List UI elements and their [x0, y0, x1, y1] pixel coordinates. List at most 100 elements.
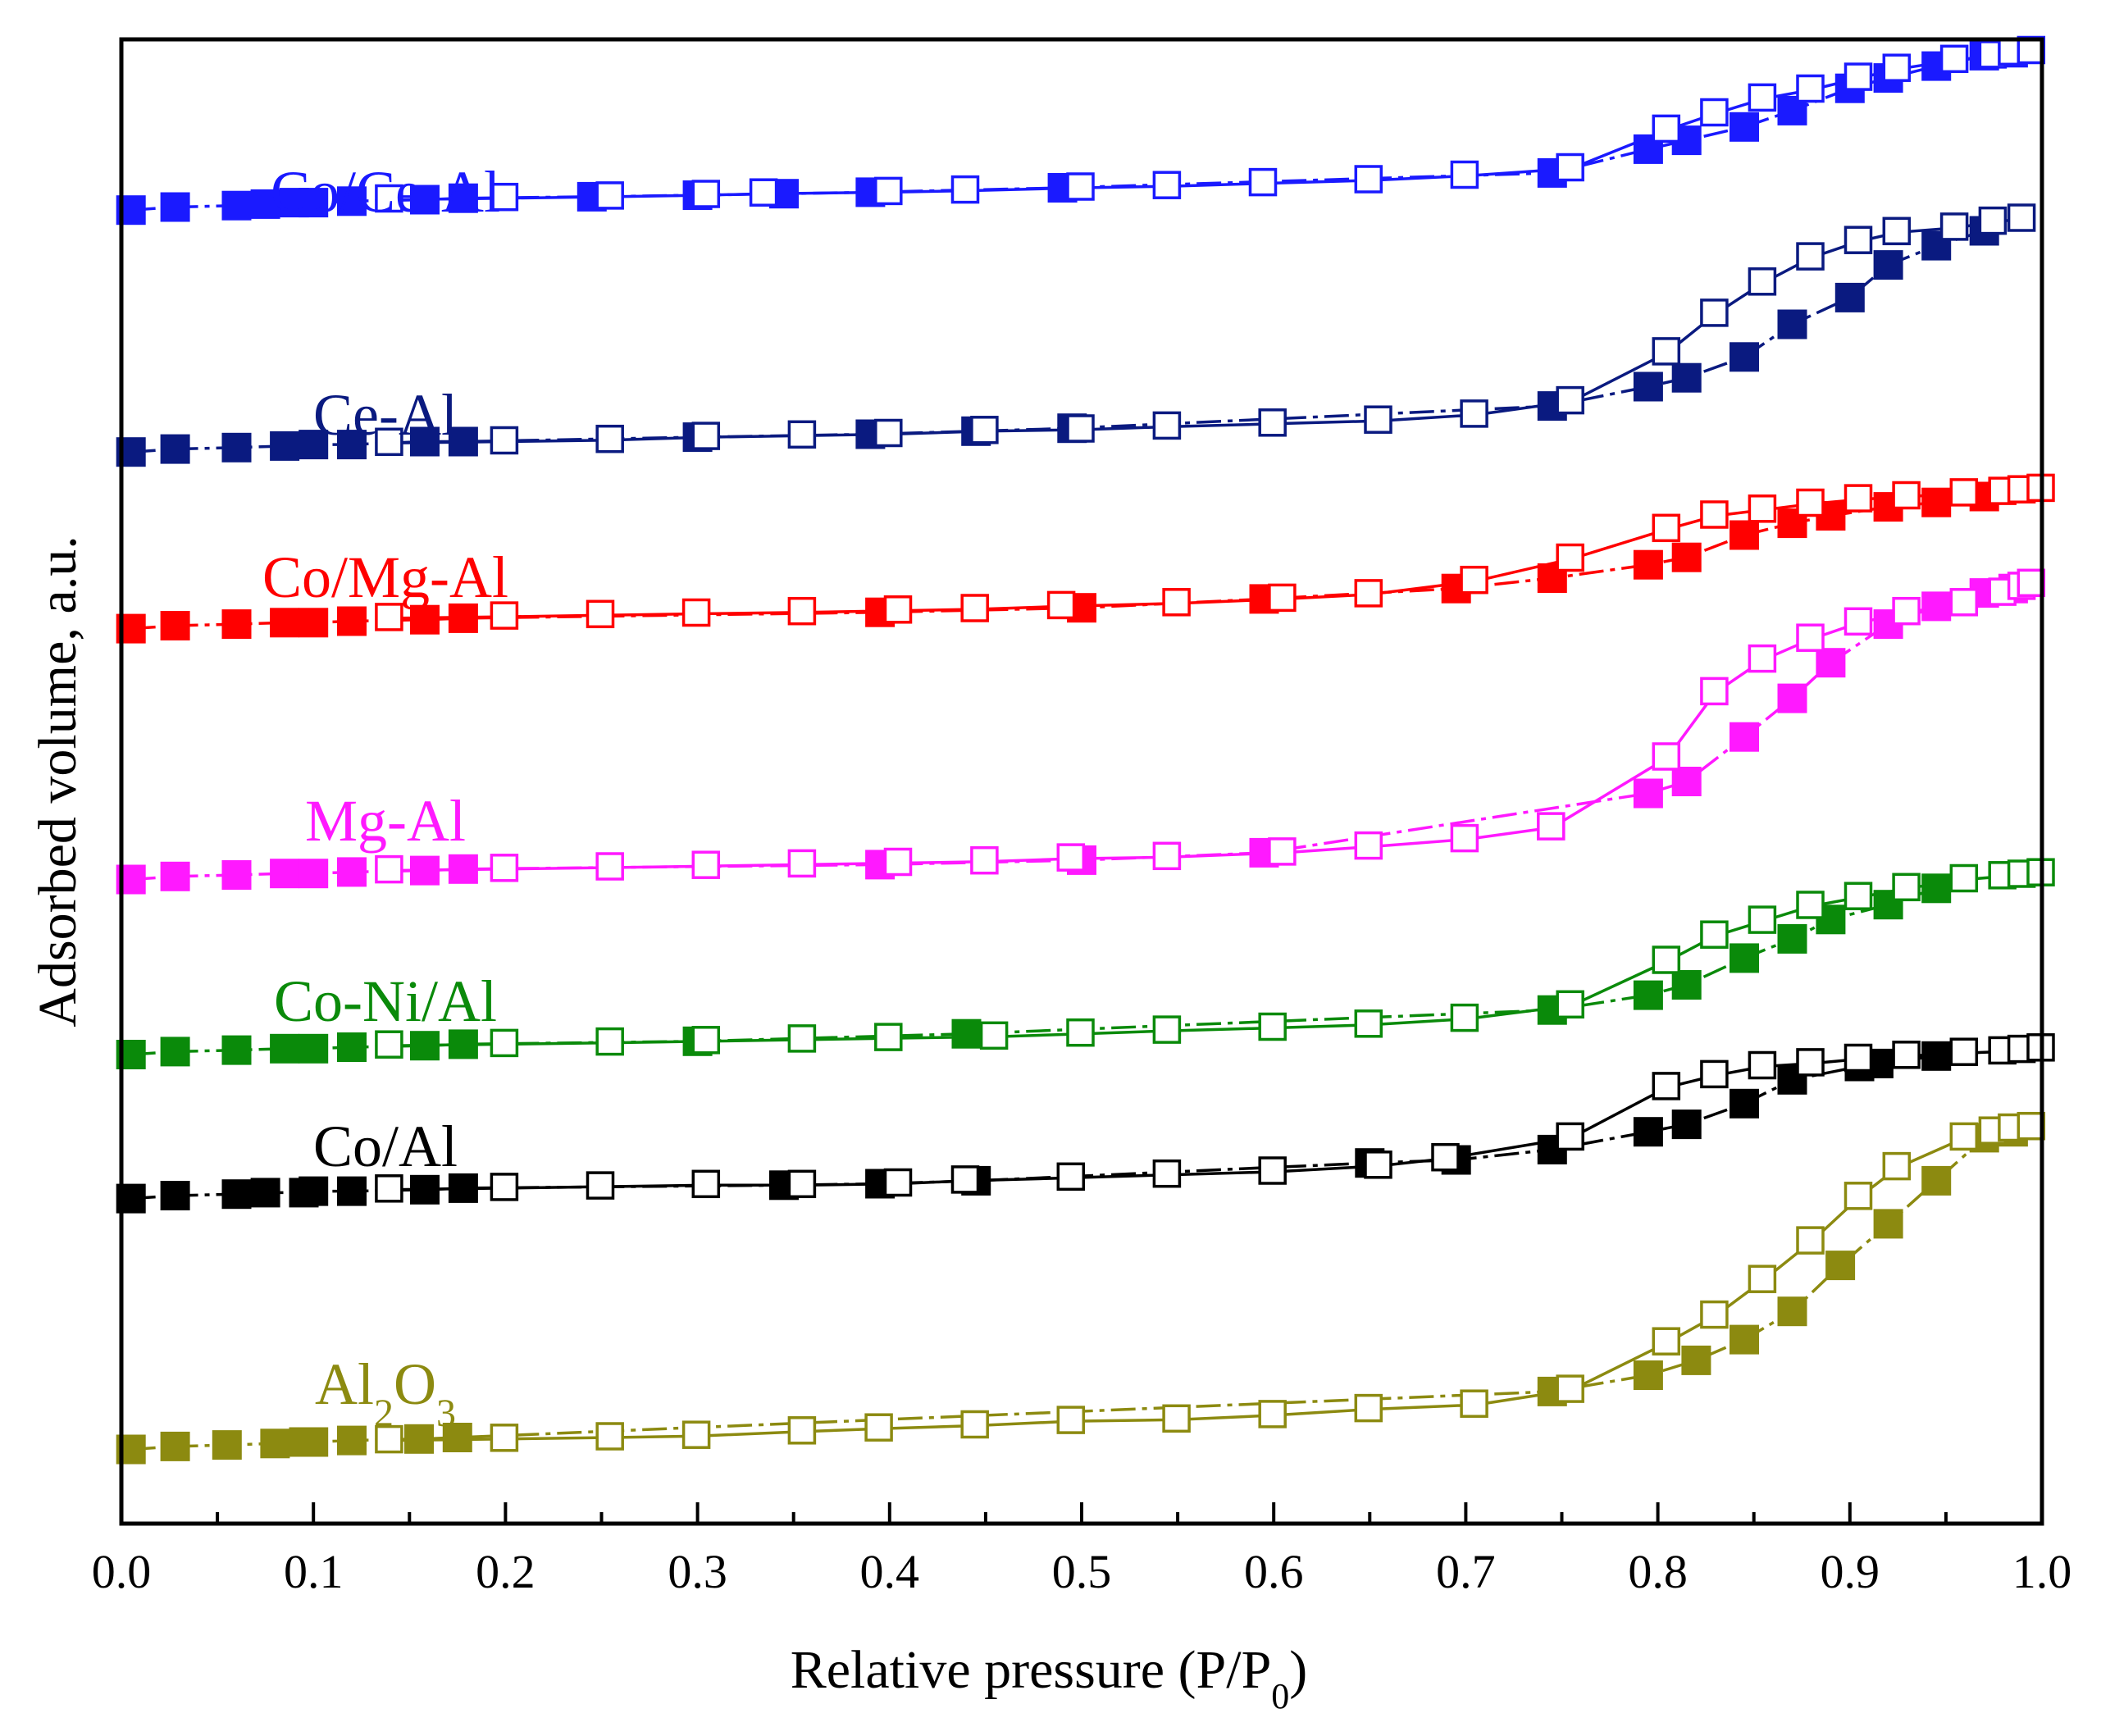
x-tick-label: 0.1 [284, 1545, 344, 1598]
desorption-point [874, 176, 903, 206]
desorption-point [595, 181, 624, 210]
desorption-point [1796, 1226, 1825, 1255]
adsorption-point [270, 608, 300, 638]
desorption-point [1844, 882, 1873, 910]
axes-layer: 0.0 0.1 0.2 0.3 0.4 0.5 0.6 0.7 0.8 0.9 1.0 Relativ… [28, 37, 2071, 1716]
adsorption-point [160, 1431, 190, 1461]
desorption-point [1056, 1162, 1086, 1192]
adsorption-point [337, 606, 367, 636]
desorption-point [787, 1416, 817, 1445]
series-5 [116, 1033, 2055, 1214]
adsorption-point [299, 859, 329, 889]
x-tick-label: 0.3 [668, 1545, 727, 1598]
desorption-point [586, 1171, 615, 1200]
desorption-point [1162, 588, 1191, 617]
adsorption-point [1730, 722, 1759, 752]
desorption-point [787, 1024, 817, 1053]
desorption-point [1652, 1327, 1681, 1356]
adsorption-point [1834, 282, 1865, 312]
desorption-point [1537, 812, 1565, 841]
adsorption-point [1633, 549, 1663, 580]
adsorption-point [1777, 683, 1807, 713]
desorption-point [1556, 1122, 1584, 1151]
desorption-point [691, 1169, 721, 1199]
adsorption-point [1730, 1088, 1759, 1119]
desorption-point [1844, 1182, 1873, 1210]
desorption-point [375, 603, 403, 631]
adsorption-point [160, 192, 190, 222]
adsorption-point [1873, 250, 1903, 280]
x-tick-label: 0.9 [1821, 1545, 1880, 1598]
adsorption-point [410, 426, 440, 457]
desorption-point [691, 180, 721, 208]
desorption-point [375, 854, 403, 884]
adsorption-point [250, 189, 280, 219]
desorption-point [375, 184, 403, 213]
desorption-point [1652, 513, 1681, 543]
desorption-point [1748, 1264, 1777, 1293]
desorption-point [1460, 1389, 1488, 1418]
desorption-point [490, 426, 519, 455]
desorption-point [787, 420, 817, 449]
desorption-point [1748, 267, 1777, 296]
desorption-point [1652, 1072, 1681, 1100]
adsorption-point [448, 426, 478, 457]
adsorption-point [337, 430, 367, 460]
desorption-point [1700, 1059, 1729, 1089]
desorption-point [1248, 167, 1278, 197]
adsorption-point [1921, 1041, 1952, 1071]
desorption-point [490, 1028, 519, 1058]
x-tick-label: 0.7 [1436, 1545, 1496, 1598]
desorption-point [1892, 481, 1921, 510]
desorption-point [1700, 298, 1729, 327]
series-6 [116, 1111, 2046, 1465]
desorption-point [490, 1424, 519, 1452]
adsorption-point [221, 190, 252, 221]
adsorption-point [160, 861, 190, 891]
desorption-point [681, 598, 711, 627]
adsorption-point [221, 1179, 252, 1210]
desorption-point [1258, 1012, 1287, 1041]
adsorption-point [221, 1035, 252, 1065]
desorption-point [586, 599, 615, 629]
desorption-point [1652, 114, 1681, 144]
desorption-point [1796, 488, 1825, 517]
desorption-point [1556, 543, 1584, 572]
desorption-point [375, 1174, 403, 1203]
desorption-point [1460, 399, 1488, 428]
adsorption-point [270, 859, 300, 889]
desorption-point [1258, 1400, 1287, 1428]
desorption-point [1450, 1003, 1479, 1032]
desorption-point [1949, 588, 1979, 617]
desorption-point [970, 416, 999, 444]
desorption-point [1431, 1142, 1460, 1172]
adsorption-point [160, 1181, 190, 1210]
desorption-point [1268, 837, 1297, 866]
x-axis-title: Relative pressure (P/P0) [791, 1640, 1308, 1716]
desorption-point [1844, 1043, 1873, 1073]
desorption-point [1748, 644, 1777, 673]
desorption-point [1556, 1374, 1584, 1403]
adsorption-point [299, 1176, 329, 1206]
series-label-0: Co/Ce-Al [271, 159, 500, 225]
desorption-point [1354, 1393, 1383, 1423]
adsorption-point [1777, 309, 1807, 339]
adsorption-point [160, 611, 190, 640]
adsorption-point [1633, 778, 1663, 809]
desorption-point [1258, 1156, 1287, 1185]
desorption-point [595, 852, 624, 881]
desorption-point [1892, 1041, 1921, 1069]
desorption-point [1652, 945, 1681, 974]
series-3 [116, 568, 2046, 895]
adsorption-point [448, 1029, 478, 1059]
adsorption-point [337, 857, 367, 887]
adsorption-point [1730, 520, 1759, 550]
adsorption-point [299, 1033, 329, 1064]
adsorption-point [410, 1174, 440, 1205]
adsorption-point [221, 609, 252, 640]
desorption-point [1354, 1009, 1383, 1038]
adsorption-point [1777, 1296, 1807, 1327]
desorption-point [1152, 411, 1182, 440]
desorption-point [970, 845, 999, 875]
